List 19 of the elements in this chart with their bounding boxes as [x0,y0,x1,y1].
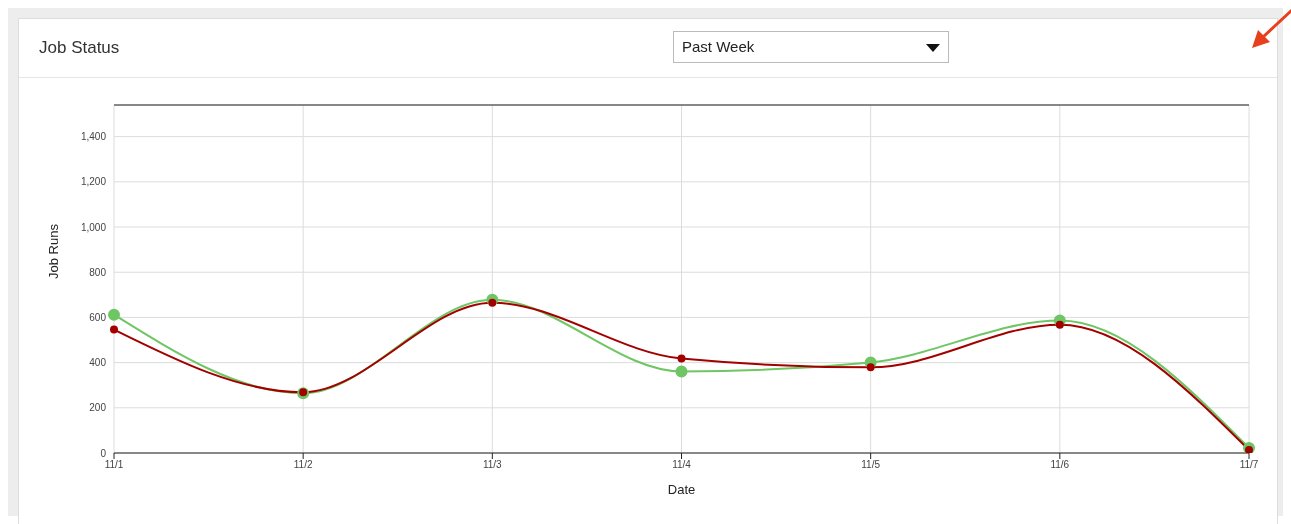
x-tick-label: 11/7 [1239,459,1259,471]
x-tick-label: 11/5 [861,459,881,471]
y-tick-label: 600 [89,311,107,323]
x-tick-label: 11/3 [482,459,503,471]
x-tick-label: 11/2 [293,459,313,471]
x-tick-label: 11/6 [1050,459,1070,471]
y-tick-label: 0 [100,447,107,459]
text: Past Week [673,31,949,63]
chart-title: Job Status [39,38,120,58]
y-axis-title: Job Runs [45,223,61,279]
x-axis-title: Date [667,482,696,497]
x-tick-label: 11/1 [104,459,124,471]
y-tick-label: 800 [89,266,107,278]
y-tick-label: 1,200 [80,176,107,188]
y-tick-label: 200 [89,402,107,414]
y-tick-label: 1,000 [80,221,107,233]
y-tick-label: 400 [89,357,107,369]
y-tick-label: 1,400 [80,131,107,143]
x-tick-label: 11/4 [672,459,692,471]
